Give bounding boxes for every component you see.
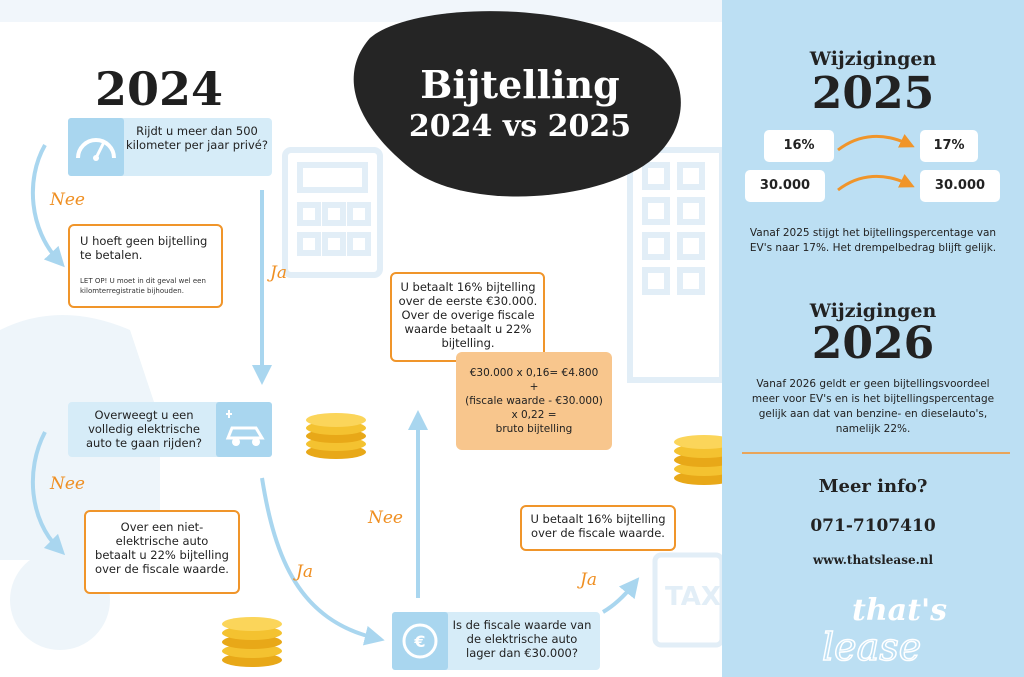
arrow-q3-ja bbox=[601, 577, 640, 614]
threshold-from-pill: 30.000 bbox=[745, 170, 825, 202]
no-bijtelling-box bbox=[68, 224, 223, 308]
q1-nee-label: Nee bbox=[50, 190, 85, 210]
arrow-q2-ja bbox=[260, 477, 385, 646]
svg-text:TAX: TAX bbox=[665, 582, 721, 612]
changes-2026-label: Wijzigingen bbox=[809, 300, 937, 322]
question-3-text: Is de fiscale waarde van de elektrische … bbox=[452, 618, 592, 660]
pct-to-pill: 17% bbox=[920, 130, 978, 162]
flow-arrows bbox=[30, 144, 640, 646]
over-30k-text: U betaalt 16% bijtelling over de eerste … bbox=[398, 280, 538, 350]
question-2-text: Overweegt u een volledig elektrische aut… bbox=[86, 408, 202, 450]
changes-2026-text: Vanaf 2026 geldt er geen bijtellingsvoor… bbox=[751, 378, 995, 435]
euro-coin-icon: € bbox=[392, 612, 448, 670]
formula-text: €30.000 x 0,16= €4.800 + (fiscale waarde… bbox=[456, 366, 612, 436]
building-icon bbox=[627, 147, 722, 383]
formula-box bbox=[456, 352, 612, 450]
no-bijtelling-note: LET OP! U moet in dit geval wel een kilo… bbox=[80, 277, 206, 295]
title-blob bbox=[353, 11, 681, 197]
speedometer-icon bbox=[68, 118, 124, 176]
non-electric-box bbox=[84, 510, 240, 594]
year-2024-heading: 2024 bbox=[95, 62, 224, 116]
coin-stack-icon bbox=[306, 413, 366, 459]
svg-text:€: € bbox=[413, 632, 425, 651]
formula-line: x 0,22 = bbox=[511, 409, 557, 421]
q3-nee-label: Nee bbox=[368, 508, 403, 528]
q2-ja-label: Ja bbox=[296, 562, 313, 582]
arrow-q1-nee bbox=[30, 144, 65, 268]
svg-text:that's: that's bbox=[852, 593, 947, 628]
more-info-heading: Meer info? bbox=[818, 476, 928, 497]
q1-ja-label: Ja bbox=[270, 263, 287, 283]
formula-line: (fiscale waarde - €30.000) bbox=[465, 395, 603, 407]
arrow-icon bbox=[837, 173, 915, 192]
calculator-icon bbox=[282, 147, 383, 278]
under-30k-text: U betaalt 16% bijtelling over de fiscale… bbox=[530, 512, 666, 540]
tax-document-icon: TAX bbox=[652, 552, 722, 648]
change-arrows bbox=[837, 133, 915, 192]
arrow-q2-nee bbox=[30, 431, 66, 556]
non-electric-text: Over een niet-elektrische auto betaalt u… bbox=[95, 520, 229, 576]
formula-line: + bbox=[529, 381, 539, 393]
formula-line: bruto bijtelling bbox=[495, 423, 573, 435]
company-logo: that's lease bbox=[812, 588, 962, 670]
coin-stacks bbox=[222, 413, 722, 667]
changes-2026-year: 2026 bbox=[811, 318, 935, 369]
divider bbox=[742, 452, 1010, 454]
threshold-to-pill: 30.000 bbox=[920, 170, 1000, 202]
changes-2025-year: 2025 bbox=[811, 68, 935, 119]
q3-ja-label: Ja bbox=[580, 570, 597, 590]
phone-number[interactable]: 071-7107410 bbox=[810, 516, 936, 536]
coin-stack-icon bbox=[674, 435, 722, 485]
title-line2: 2024 vs 2025 bbox=[408, 109, 632, 144]
side-panel bbox=[722, 0, 1024, 677]
no-bijtelling-title: U hoeft geen bijtelling te betalen. bbox=[80, 234, 208, 262]
svg-text:lease: lease bbox=[822, 625, 921, 668]
changes-2025-label: Wijzigingen bbox=[809, 48, 937, 70]
arrow-icon bbox=[837, 133, 915, 152]
formula-line: €30.000 x 0,16= €4.800 bbox=[469, 367, 599, 379]
title-line1: Bijtelling bbox=[420, 62, 620, 107]
under-30k-box bbox=[520, 505, 676, 551]
website-link[interactable]: www.thatslease.nl bbox=[812, 553, 934, 567]
ev-charging-car-icon bbox=[216, 402, 272, 457]
q2-nee-label: Nee bbox=[50, 474, 85, 494]
pct-from-pill: 16% bbox=[764, 130, 834, 162]
coin-stack-icon bbox=[222, 617, 282, 667]
changes-2025-text: Vanaf 2025 stijgt het bijtellingspercent… bbox=[749, 227, 997, 254]
question-1-text: Rijdt u meer dan 500 kilometer per jaar … bbox=[126, 124, 268, 152]
